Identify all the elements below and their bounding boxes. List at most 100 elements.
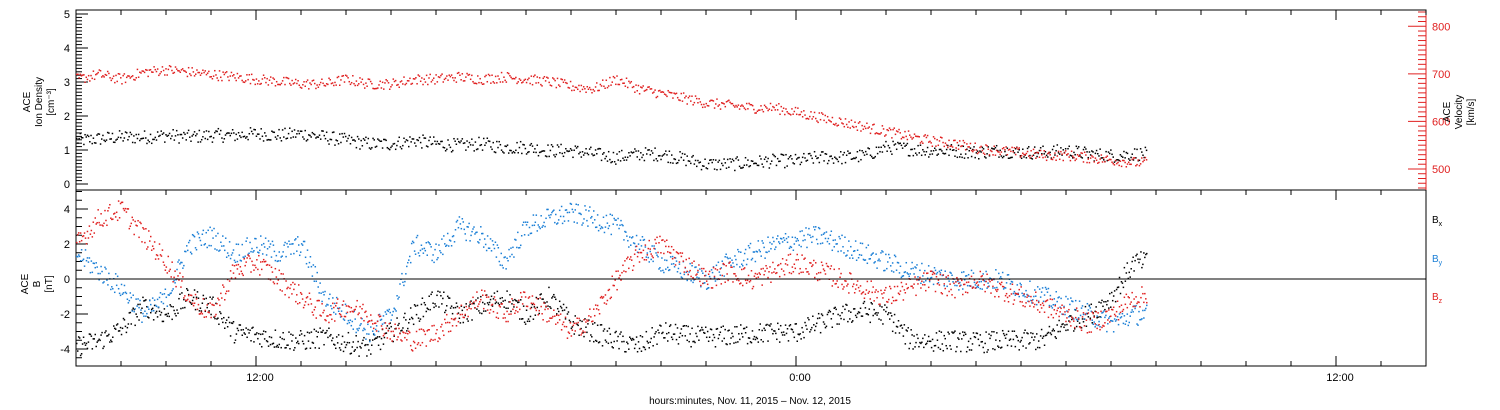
top-series-1-point bbox=[881, 125, 884, 127]
top-series-0-point bbox=[844, 161, 847, 164]
top-series-0-point bbox=[404, 141, 406, 143]
top-series-1-point bbox=[197, 71, 199, 74]
bottom-series-1-point bbox=[246, 237, 248, 239]
top-series-1-point bbox=[839, 118, 842, 121]
top-series-0-point bbox=[338, 133, 341, 135]
bottom-series-0-point bbox=[820, 313, 823, 315]
bottom-series-0-point bbox=[911, 334, 913, 336]
bottom-series-0-point bbox=[416, 304, 419, 307]
bottom-series-2-point bbox=[798, 272, 800, 275]
bottom-series-0-point bbox=[1104, 308, 1106, 311]
bottom-series-0-point bbox=[1044, 334, 1047, 337]
bottom-series-0-point bbox=[1146, 252, 1148, 255]
bottom-series-0-point bbox=[583, 335, 585, 338]
top-series-0-point bbox=[745, 164, 748, 166]
top-series-1-point bbox=[492, 81, 494, 83]
top-series-1-point bbox=[255, 78, 258, 80]
bottom-series-0-point bbox=[1029, 342, 1031, 344]
bottom-series-1-point bbox=[638, 248, 641, 251]
bottom-series-1-point bbox=[460, 227, 463, 230]
bottom-series-2-point bbox=[812, 264, 814, 266]
top-series-1-point bbox=[1019, 156, 1022, 158]
bottom-series-0-point bbox=[469, 303, 471, 305]
bottom-series-0-point bbox=[906, 330, 909, 332]
bottom-series-0-point bbox=[637, 341, 640, 343]
bottom-series-0-point bbox=[483, 303, 486, 305]
top-series-0-point bbox=[732, 159, 735, 162]
top-series-1-point bbox=[413, 78, 416, 80]
bottom-series-0-point bbox=[869, 321, 872, 324]
bottom-series-1-point bbox=[987, 282, 989, 284]
bottom-series-1-point bbox=[255, 237, 257, 240]
bottom-series-0-point bbox=[867, 313, 870, 316]
bottom-series-0-point bbox=[822, 321, 825, 323]
top-series-1-point bbox=[373, 87, 375, 90]
bottom-series-0-point bbox=[278, 343, 281, 346]
bottom-series-0-point bbox=[332, 337, 334, 339]
bottom-series-0-point bbox=[505, 307, 507, 309]
bottom-series-1-point bbox=[967, 273, 970, 276]
bottom-series-2-point bbox=[769, 266, 771, 268]
bottom-series-2-point bbox=[760, 268, 762, 270]
bottom-series-2-point bbox=[79, 232, 82, 234]
bottom-series-0-point bbox=[184, 306, 186, 309]
bottom-series-1-point bbox=[770, 247, 772, 250]
bottom-series-2-point bbox=[623, 270, 625, 272]
top-series-0-point bbox=[920, 154, 923, 157]
bottom-series-1-point bbox=[866, 262, 869, 265]
bottom-series-0-point bbox=[190, 303, 193, 305]
bottom-series-0-point bbox=[770, 323, 772, 325]
top-series-1-point bbox=[891, 137, 893, 139]
bottom-series-2-point bbox=[434, 338, 436, 341]
top-series-1-point bbox=[867, 127, 869, 129]
top-series-0-point bbox=[77, 142, 79, 144]
bottom-series-0-point bbox=[186, 289, 189, 292]
bottom-series-2-point bbox=[361, 308, 363, 310]
bottom-series-0-point bbox=[311, 341, 314, 344]
top-series-0-point bbox=[375, 145, 378, 148]
top-series-0-point bbox=[431, 142, 434, 145]
bottom-series-0-point bbox=[940, 331, 943, 333]
bottom-series-1-point bbox=[101, 270, 103, 273]
bottom-series-2-point bbox=[786, 264, 789, 266]
bottom-series-0-point bbox=[355, 335, 357, 337]
bottom-series-1-point bbox=[1081, 305, 1084, 307]
bottom-series-2-point bbox=[703, 274, 706, 277]
bottom-series-1-point bbox=[719, 274, 722, 276]
bottom-series-0-point bbox=[882, 323, 884, 325]
bottom-series-1-point bbox=[131, 310, 133, 312]
top-series-1-point bbox=[222, 71, 224, 73]
top-series-1-point bbox=[598, 89, 600, 92]
bottom-series-2-point bbox=[340, 315, 343, 318]
top-series-1-point bbox=[905, 135, 907, 138]
top-series-1-point bbox=[617, 83, 619, 86]
bottom-series-1-point bbox=[367, 323, 369, 326]
top-series-0-point bbox=[224, 134, 227, 136]
bottom-series-1-point bbox=[1122, 322, 1125, 325]
top-series-1-point bbox=[233, 74, 235, 76]
top-series-0-point bbox=[691, 156, 693, 158]
bottom-series-0-point bbox=[871, 303, 873, 305]
bottom-series-2-point bbox=[378, 315, 381, 318]
top-series-0-point bbox=[679, 151, 681, 153]
top-series-1-point bbox=[1063, 152, 1066, 154]
bottom-series-0-point bbox=[669, 324, 672, 326]
top-series-0-point bbox=[135, 133, 137, 136]
bottom-series-0-point bbox=[79, 354, 82, 357]
bottom-series-2-point bbox=[472, 296, 474, 299]
top-series-1-point bbox=[404, 83, 406, 86]
top-series-1-point bbox=[599, 83, 602, 86]
bottom-series-0-point bbox=[1087, 316, 1090, 318]
top-series-0-point bbox=[330, 138, 333, 141]
bottom-series-2-point bbox=[112, 218, 114, 220]
bottom-series-0-point bbox=[169, 304, 171, 306]
top-series-0-point bbox=[753, 162, 755, 165]
bottom-series-0-point bbox=[382, 343, 385, 345]
top-series-1-point bbox=[581, 88, 584, 91]
top-series-1-point bbox=[537, 81, 540, 84]
bottom-series-2-point bbox=[730, 266, 732, 268]
bottom-series-1-point bbox=[442, 253, 444, 256]
bottom-series-0-point bbox=[528, 320, 531, 323]
bottom-series-2-point bbox=[507, 320, 509, 323]
top-series-0-point bbox=[929, 153, 931, 156]
